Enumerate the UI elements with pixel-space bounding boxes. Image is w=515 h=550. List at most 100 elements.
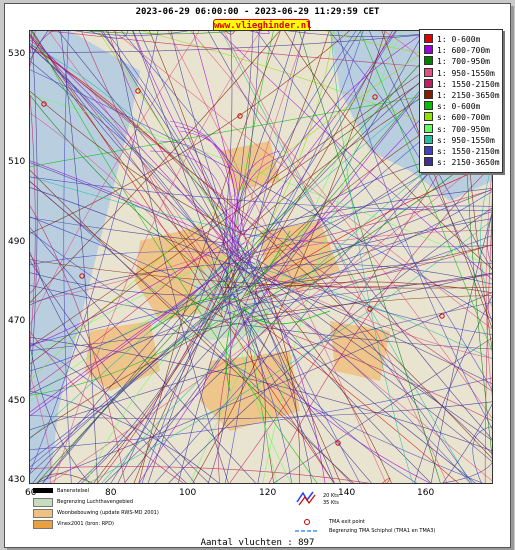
flight-track [30, 94, 492, 267]
flight-track [30, 247, 248, 358]
flight-track [228, 260, 492, 360]
legend-label: s: 600-700m [437, 113, 490, 123]
flight-track [30, 90, 245, 236]
legend-swatch [424, 56, 433, 66]
flight-track [58, 31, 241, 255]
flight-track [121, 31, 473, 483]
flight-track [249, 281, 492, 294]
flight-track [441, 462, 492, 483]
flight-track [221, 241, 312, 483]
flight-track [30, 205, 126, 483]
legend-swatch [424, 146, 433, 155]
x-tick-label: 140 [338, 488, 356, 498]
flight-track [74, 31, 190, 36]
flight-track [30, 231, 484, 483]
legend-item: 1: 2150-3650m [424, 90, 500, 100]
flight-track [30, 234, 239, 347]
legend-label: s: 0-600m [437, 102, 481, 112]
wind-20-label: 20 Kts [323, 493, 339, 499]
flight-track [53, 31, 261, 483]
flight-track [256, 276, 392, 483]
flight-track [256, 255, 301, 483]
flight-track [30, 169, 354, 483]
flight-track [100, 31, 230, 243]
flight-track [110, 31, 397, 483]
legend-item: s: 2150-3650m [424, 157, 500, 167]
flight-track [224, 31, 330, 294]
flight-track [218, 31, 492, 280]
flight-track [30, 342, 195, 483]
legend-swatch [424, 112, 433, 122]
flight-track [30, 319, 221, 396]
flight-track [250, 314, 278, 483]
flight-track [248, 295, 492, 318]
legend-label: 1: 2150-3650m [437, 91, 500, 100]
y-tick-label: 490 [8, 237, 26, 247]
tma-exit-label: TMA exit point [329, 519, 366, 525]
flight-track [30, 336, 492, 452]
flight-track [30, 43, 492, 459]
flight-track [30, 276, 230, 372]
flight-track [30, 342, 90, 483]
flight-track-map [29, 30, 493, 484]
flight-count: Aantal vluchten : 897 [200, 538, 315, 548]
flight-tracks [30, 31, 492, 483]
flight-track [223, 31, 448, 483]
flight-track [30, 377, 492, 451]
flight-track [49, 152, 492, 483]
flight-track [132, 31, 232, 320]
flight-track [30, 260, 210, 483]
flight-track [223, 310, 492, 421]
legend-item: 1: 600-700m [424, 45, 490, 55]
flight-track [30, 39, 492, 392]
legend-swatch [424, 90, 433, 99]
legend-label: 1: 600-700m [437, 46, 490, 56]
flight-track [30, 176, 238, 232]
flight-track [30, 31, 280, 303]
y-tick-label: 430 [8, 475, 26, 485]
flight-track [30, 287, 241, 462]
flight-track [484, 210, 492, 483]
flight-track [124, 31, 425, 483]
flight-track [30, 292, 243, 345]
y-tick-label: 450 [8, 396, 26, 406]
flight-track [107, 31, 240, 262]
flight-track [88, 219, 492, 483]
y-tick-label: 470 [8, 316, 26, 326]
flight-track [472, 426, 492, 483]
flight-track [256, 31, 492, 391]
flight-track [242, 31, 306, 285]
flight-track [89, 31, 128, 39]
legend-label: s: 950-1550m [437, 135, 495, 145]
flight-track [30, 331, 184, 483]
flight-track [220, 244, 492, 289]
flight-track [222, 31, 233, 253]
runway-swatch [33, 488, 53, 493]
flight-track [30, 180, 223, 318]
legend-item: s: 600-700m [424, 112, 490, 122]
flight-track [227, 284, 372, 483]
flight-track [235, 31, 428, 232]
flight-track [222, 31, 307, 305]
legend-item: s: 1550-2150m [424, 146, 500, 156]
flight-track [168, 207, 492, 483]
legend-swatch [424, 78, 433, 88]
flight-track [298, 31, 441, 483]
legend-label: 1: 700-950m [437, 57, 490, 67]
legend-swatch [424, 134, 433, 144]
tma-boundary-icon [295, 530, 317, 532]
flight-track [30, 34, 233, 291]
flight-track [239, 257, 492, 441]
flight-track [256, 31, 361, 264]
flight-track [220, 244, 492, 304]
flight-track [30, 254, 40, 294]
flight-track [381, 477, 391, 483]
legend-swatch [424, 157, 433, 167]
map-canvas [30, 31, 492, 483]
flight-track [235, 320, 292, 483]
flight-track [245, 31, 364, 287]
flight-track [255, 292, 341, 483]
legend-swatch [424, 101, 433, 111]
x-tick-label: 160 [417, 488, 435, 498]
flight-track [132, 31, 241, 233]
